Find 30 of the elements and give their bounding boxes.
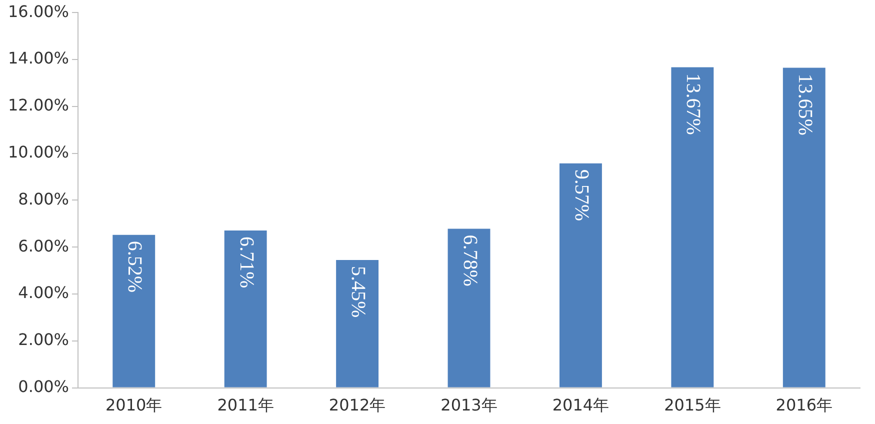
y-tick-label: 14.00% xyxy=(8,48,70,68)
y-tick-label: 6.00% xyxy=(18,236,70,256)
x-tick-label: 2011年 xyxy=(217,396,274,415)
x-tick-label: 2016年 xyxy=(776,396,833,415)
y-tick-label: 2.00% xyxy=(18,330,70,350)
y-tick-label: 4.00% xyxy=(18,283,70,302)
bar xyxy=(782,68,826,388)
data-label: 5.45% xyxy=(347,266,370,318)
x-tick-label: 2010年 xyxy=(106,396,162,415)
bar xyxy=(671,67,714,388)
y-tick-label: 0.00% xyxy=(18,376,70,396)
data-label: 6.52% xyxy=(124,240,146,293)
data-label: 6.71% xyxy=(235,236,258,288)
bar xyxy=(336,260,379,388)
x-tick-label: 2012年 xyxy=(328,396,386,415)
y-tick-label: 10.00% xyxy=(8,142,70,162)
y-tick-label: 8.00% xyxy=(18,189,70,208)
bar xyxy=(448,228,490,388)
data-label: 13.65% xyxy=(794,74,816,136)
y-tick-label: 16.00% xyxy=(8,2,70,21)
bar xyxy=(559,163,602,388)
y-tick-label: 12.00% xyxy=(8,96,70,115)
data-label: 13.67% xyxy=(682,73,704,135)
bar xyxy=(224,230,267,388)
x-tick-label: 2013年 xyxy=(440,396,498,415)
bar xyxy=(112,234,156,388)
x-tick-label: 2015年 xyxy=(664,396,721,415)
x-tick-label: 2014年 xyxy=(552,396,610,415)
data-label: 6.78% xyxy=(458,234,481,286)
data-label: 9.57% xyxy=(570,169,592,222)
